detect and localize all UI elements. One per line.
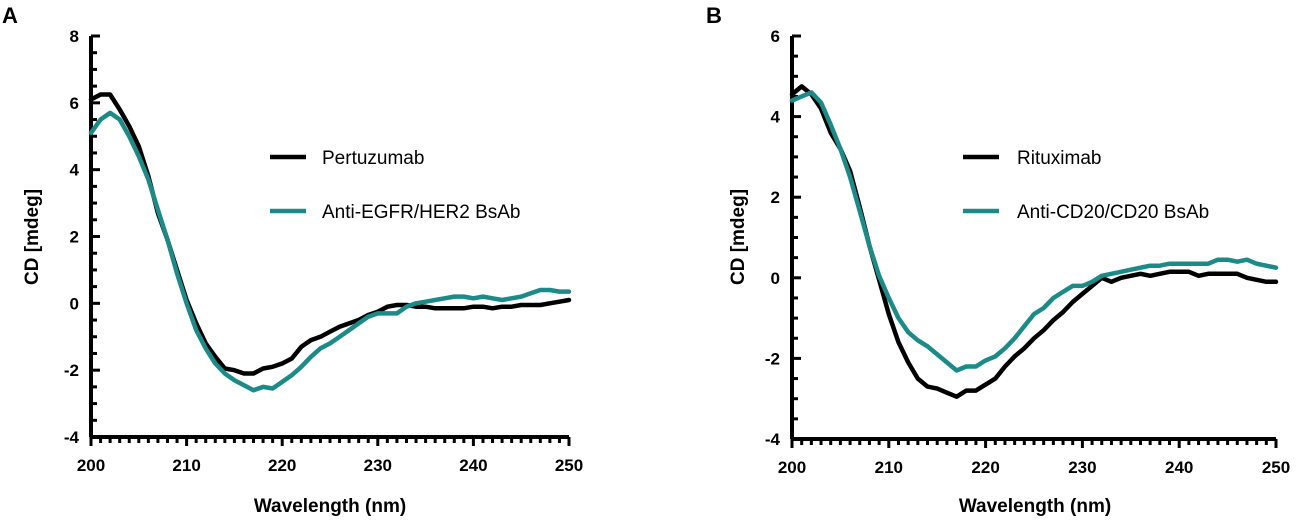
panel-b-y-tick-label: -2 xyxy=(765,349,780,368)
panel-b-x-axis-title: Wavelength (nm) xyxy=(959,496,1111,517)
panel-b-x-tick-label: 220 xyxy=(971,458,999,477)
panel-b-y-axis-title: CD [mdeg] xyxy=(728,189,749,285)
panel-a-y-tick-label: -2 xyxy=(64,361,79,380)
panel-a-x-tick-label: 210 xyxy=(172,456,200,475)
panel-b-y-tick-label: 6 xyxy=(771,27,780,46)
panel-a: A -4 -2 0 2 4 6 8 200 210 220 230 240 250 Pertuzuma… xyxy=(2,3,583,517)
panel-a-x-axis: 200 210 220 230 240 250 xyxy=(77,435,583,475)
panel-b-y-tick-label: 2 xyxy=(771,188,780,207)
panel-a-series xyxy=(88,92,572,393)
legend-label-anti-egfr-her2-bsab: Anti-EGFR/HER2 BsAb xyxy=(322,202,521,223)
panel-a-x-tick-label: 220 xyxy=(268,456,296,475)
panel-b-x-tick-label: 240 xyxy=(1165,458,1193,477)
panel-b-y-axis: -4 -2 0 2 4 6 xyxy=(765,27,801,449)
series-line-anti-egfr-her2-bsab xyxy=(88,110,572,393)
panel-a-legend: Pertuzumab Anti-EGFR/HER2 BsAb xyxy=(270,148,521,223)
panel-b-x-tick-label: 230 xyxy=(1068,458,1096,477)
series-line-pertuzumab xyxy=(88,92,572,376)
panel-b-x-tick-label: 250 xyxy=(1262,458,1290,477)
legend-label-pertuzumab: Pertuzumab xyxy=(322,148,424,169)
panel-a-y-tick-label: -4 xyxy=(64,428,80,447)
panel-a-y-tick-label: 2 xyxy=(70,228,79,247)
panel-a-y-axis: -4 -2 0 2 4 6 8 xyxy=(64,27,100,447)
panel-a-x-tick-label: 240 xyxy=(459,456,487,475)
panel-a-y-tick-label: 4 xyxy=(70,161,80,180)
panel-a-y-tick-label: 8 xyxy=(70,27,79,46)
panel-a-x-tick-label: 200 xyxy=(77,456,105,475)
panel-a-y-axis-title: CD [mdeg] xyxy=(22,189,43,285)
panel-b-series xyxy=(789,84,1279,399)
panel-b-legend: Rituximab Anti-CD20/CD20 BsAb xyxy=(963,148,1209,223)
panel-b-x-axis: 200 210 220 230 240 250 xyxy=(778,437,1290,477)
series-line-anti-cd20-cd20-bsab xyxy=(789,90,1279,373)
series-line-rituximab xyxy=(789,84,1279,399)
panel-a-x-tick-label: 250 xyxy=(555,456,583,475)
legend-label-anti-cd20-cd20-bsab: Anti-CD20/CD20 BsAb xyxy=(1017,202,1209,223)
panel-a-x-axis-title: Wavelength (nm) xyxy=(254,496,406,517)
panel-b-x-tick-label: 200 xyxy=(778,458,806,477)
panel-b-x-tick-label: 210 xyxy=(875,458,903,477)
panel-a-letter: A xyxy=(2,3,18,28)
panel-b-letter: B xyxy=(706,3,722,28)
panel-a-y-tick-label: 0 xyxy=(70,294,79,313)
panel-b-y-tick-label: 0 xyxy=(771,269,780,288)
panel-a-y-tick-label: 6 xyxy=(70,94,79,113)
panel-b: B -4 -2 0 2 4 6 200 210 220 230 240 250 Rituximab … xyxy=(706,3,1290,517)
panel-b-y-tick-label: -4 xyxy=(765,430,781,449)
panel-b-y-tick-label: 4 xyxy=(771,108,781,127)
legend-label-rituximab: Rituximab xyxy=(1017,148,1101,169)
panel-a-x-tick-label: 230 xyxy=(364,456,392,475)
